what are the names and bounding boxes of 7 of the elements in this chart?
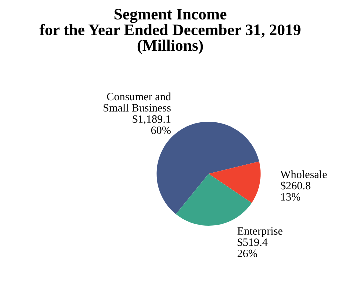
slice-label: Consumer and Small Business [104, 92, 172, 112]
slice-label: Wholesale [280, 170, 328, 178]
data-label: $260.8 13% [280, 182, 311, 201]
data-label: $519.4 26% [238, 238, 268, 258]
data-label: $1,189.1 60% [132, 114, 171, 134]
chart-title: Segment Income for the Year Ended December 31, 2019 (Millions) [40, 9, 301, 54]
slice-label: Enterprise [238, 227, 283, 238]
